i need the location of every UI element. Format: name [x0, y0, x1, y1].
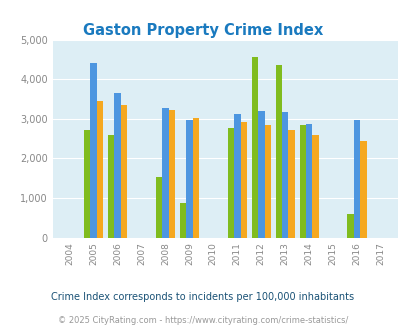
Bar	[234, 115, 240, 238]
Bar	[179, 203, 185, 238]
Bar	[299, 125, 305, 238]
Bar	[96, 101, 103, 238]
Bar	[90, 63, 96, 238]
Bar	[114, 93, 120, 238]
Bar	[185, 120, 192, 238]
Bar	[83, 130, 90, 238]
Bar	[240, 122, 246, 238]
Bar	[288, 130, 294, 238]
Bar	[258, 111, 264, 238]
Bar	[353, 120, 360, 238]
Bar	[192, 118, 198, 238]
Bar	[347, 214, 353, 238]
Bar	[107, 135, 114, 238]
Bar	[360, 141, 366, 238]
Text: © 2025 CityRating.com - https://www.cityrating.com/crime-statistics/: © 2025 CityRating.com - https://www.city…	[58, 315, 347, 325]
Bar	[120, 105, 127, 238]
Bar	[264, 125, 270, 238]
Bar	[227, 127, 234, 238]
Bar	[156, 178, 162, 238]
Bar	[168, 110, 175, 238]
Bar	[162, 108, 168, 238]
Bar	[275, 65, 281, 238]
Bar	[312, 135, 318, 238]
Text: Gaston Property Crime Index: Gaston Property Crime Index	[83, 23, 322, 38]
Bar	[281, 113, 288, 238]
Bar	[305, 124, 312, 238]
Bar	[251, 57, 258, 238]
Text: Crime Index corresponds to incidents per 100,000 inhabitants: Crime Index corresponds to incidents per…	[51, 292, 354, 302]
